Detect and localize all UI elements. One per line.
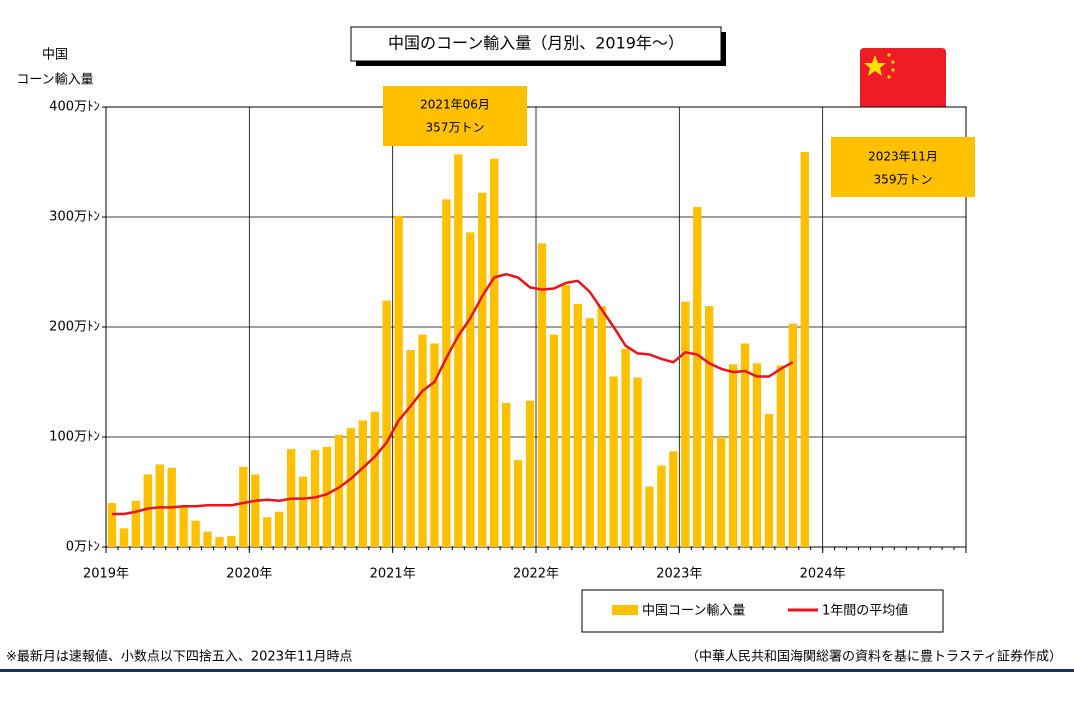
legend-swatch	[612, 605, 638, 615]
bar	[740, 343, 750, 547]
bar	[454, 154, 463, 548]
x-tick-label: 2022年	[513, 567, 559, 582]
bar	[155, 464, 164, 547]
bar	[442, 199, 451, 547]
bar	[275, 511, 284, 547]
flag-star	[887, 53, 891, 57]
bar	[657, 465, 666, 547]
bar	[669, 451, 678, 547]
bar	[537, 243, 547, 547]
bar	[322, 446, 332, 547]
chart-title: 中国のコーン輸入量（月別、2019年～）	[388, 34, 684, 53]
x-tick-label: 2024年	[800, 567, 846, 582]
bar	[251, 474, 260, 547]
y-tick-label: 100万ﾄﾝ	[49, 430, 100, 445]
bar	[561, 285, 571, 547]
x-tick-label: 2019年	[83, 567, 129, 582]
bar	[418, 334, 427, 547]
bar	[298, 476, 308, 547]
bar	[478, 192, 487, 548]
footer-rule	[0, 669, 1074, 672]
flag-star	[887, 75, 891, 79]
y-tick-label: 300万ﾄﾝ	[49, 210, 100, 225]
x-tick-label: 2021年	[370, 567, 416, 582]
annotation: 357万トン	[426, 121, 485, 135]
bar	[430, 343, 439, 547]
bar	[800, 152, 809, 547]
bar	[633, 377, 642, 547]
bar	[131, 500, 141, 547]
source: （中華人民共和国海関総署の資料を基に豊トラスティ証券作成）	[686, 649, 1062, 665]
bar	[370, 411, 379, 547]
bar	[788, 323, 797, 547]
plot: 0万ﾄﾝ 100万ﾄﾝ 200万ﾄﾝ 300万ﾄﾝ 400万ﾄﾝ 2019年 2020年 20…	[49, 100, 967, 582]
bar	[693, 207, 702, 547]
bar	[716, 437, 726, 547]
flag-body	[860, 48, 946, 110]
annotation-box	[831, 137, 975, 197]
annotation: 359万トン	[874, 173, 933, 187]
flag-star	[864, 55, 886, 76]
bar	[119, 528, 129, 547]
legend	[581, 589, 944, 633]
y-tick-label: 200万ﾄﾝ	[49, 320, 100, 335]
flag-star	[891, 68, 895, 72]
bar	[203, 531, 212, 547]
bar	[107, 503, 117, 547]
annotation: 2021年06月	[420, 98, 490, 112]
flag-star	[891, 60, 895, 64]
bar	[143, 474, 152, 547]
line	[111, 272, 794, 516]
bar	[466, 232, 475, 547]
bar	[215, 537, 224, 547]
x-tick-label: 2023年	[656, 567, 702, 582]
flag	[860, 48, 946, 110]
title-box	[350, 26, 722, 62]
bar	[525, 400, 535, 547]
y-axis-label: コーン輸入量	[16, 73, 93, 88]
annotation-box	[383, 86, 527, 146]
bar	[597, 306, 606, 547]
bar	[585, 318, 594, 547]
bar	[358, 420, 367, 547]
bar	[609, 376, 618, 547]
legend-label: 中国コーン輸入量	[642, 604, 745, 619]
bar	[549, 334, 559, 547]
bar	[705, 306, 714, 547]
bar	[764, 413, 774, 547]
bar	[490, 158, 499, 547]
bar	[776, 365, 786, 547]
y-axis-label: 中国	[42, 48, 68, 63]
bar	[394, 215, 403, 547]
annotation: 2023年11月	[868, 150, 938, 164]
x-tick-label: 2020年	[226, 567, 272, 582]
bar	[227, 536, 236, 547]
y-tick-label: 400万ﾄﾝ	[49, 100, 100, 115]
bar	[645, 486, 654, 547]
legend-label: 1年間の平均値	[822, 603, 908, 619]
bar	[406, 350, 415, 547]
bar	[179, 505, 188, 547]
bar	[263, 517, 272, 547]
bar	[513, 460, 523, 547]
bar	[573, 303, 582, 547]
bar	[239, 466, 248, 547]
bar	[346, 428, 356, 547]
bar	[752, 363, 762, 547]
bar	[191, 520, 200, 547]
bar	[382, 300, 391, 547]
bar	[501, 402, 511, 547]
bar	[728, 364, 738, 547]
bar	[681, 301, 690, 547]
bar	[621, 349, 630, 547]
footnote: ※最新月は速報値、小数点以下四捨五入、2023年11月時点	[6, 649, 353, 665]
y-tick-label: 0万ﾄﾝ	[66, 540, 100, 555]
bar	[334, 434, 344, 547]
